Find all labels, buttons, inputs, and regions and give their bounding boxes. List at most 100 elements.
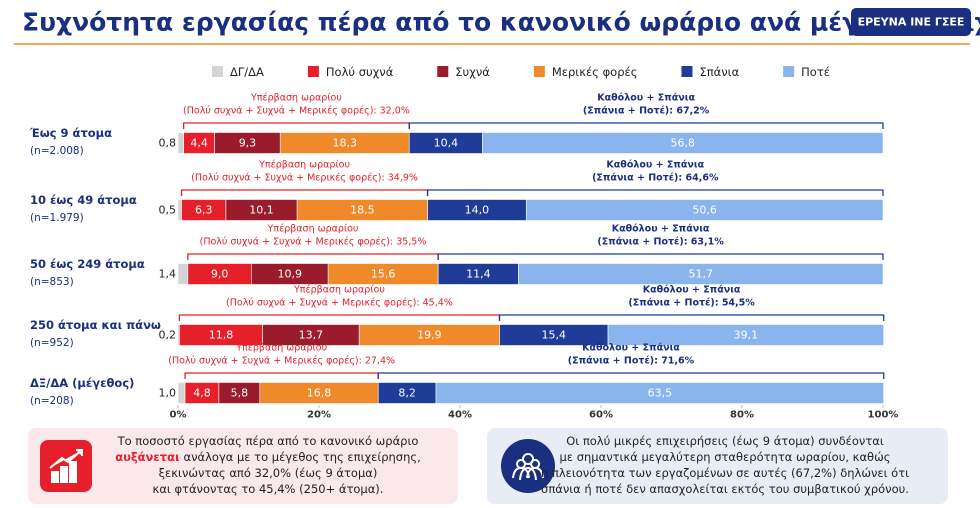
note-line: Το ποσοστό εργασίας πέρα από το κανονικό… [117,434,419,448]
value-label: 10,4 [434,137,459,150]
bracket-over [178,314,501,321]
value-label: 4,4 [190,137,208,150]
annotation: Καθόλου + Σπάνια [643,285,741,296]
bar-segment [482,132,884,154]
note-line: Οι πολύ μικρές επιχειρήσεις (έως 9 άτομα… [566,434,884,448]
icon-glyph [49,449,83,483]
bar-segment [177,132,184,154]
legend-label: Σπάνια [699,65,739,79]
note-text: ανάλογα με το μέγεθος της επιχείρησης, [184,450,421,464]
title: Συχνότητα εργασίας πέρα από το κανονικό … [22,8,980,37]
annotation: Υπέρβαση ωραρίου [235,343,327,354]
bracket-over [184,372,379,379]
value-label: 15,6 [371,268,396,281]
annotation: (Πολύ συχνά + Συχνά + Μερικές φορές): 45… [226,298,453,309]
annotation: (Πολύ συχνά + Συχνά + Μερικές φορές): 34… [191,173,418,184]
bracket-over [187,253,439,260]
sample-size: (n=208) [30,395,74,407]
annotation: Καθόλου + Σπάνια [606,160,704,171]
sample-size: (n=853) [30,276,74,288]
value-label: 0,2 [159,329,177,342]
bracket-over [182,122,410,129]
value-label: 0,8 [159,137,177,150]
legend-swatch [533,66,545,77]
annotation: Υπέρβαση ωραρίου [267,224,359,235]
category-label: Έως 9 άτομα [29,126,112,140]
value-label: 18,5 [350,204,375,217]
annotation: (Πολύ συχνά + Συχνά + Μερικές φορές): 32… [183,106,410,117]
bracket-under [437,253,884,260]
note-box [487,428,948,504]
value-label: 13,7 [299,329,324,342]
legend-label: Συχνά [455,65,490,79]
legend-swatch [437,66,449,77]
bracket-under [426,189,884,196]
annotation: Υπέρβαση ωραρίου [250,93,342,104]
note-line: και φτάνοντας το 45,4% (250+ άτομα). [153,482,384,496]
annotation: (Πολύ συχνά + Συχνά + Μερικές φορές): 35… [200,237,427,248]
value-label: 15,4 [542,329,567,342]
value-label: 10,9 [277,268,302,281]
bar-segment [177,263,189,285]
note-line: η πλειονότητα των εργαζομένων σε αυτές (… [541,466,909,480]
annotation: (Σπάνια + Ποτέ): 71,6% [568,356,695,367]
bracket-under [408,122,884,129]
value-label: 50,6 [692,204,717,217]
bar-segment [518,263,884,285]
bar-segment [177,382,186,404]
note-line: με σημαντικά μεγαλύτερη σταθερότητα ωραρ… [560,450,891,464]
bar-segment [177,199,182,221]
value-label: 56,8 [671,137,696,150]
annotation: Καθόλου + Σπάνια [582,343,680,354]
icon-glyph [512,453,544,481]
legend-label: Ποτέ [801,65,830,79]
x-tick-label: 100% [868,410,899,421]
x-tick-label: 60% [589,410,613,421]
note-line: σπάνια ή ποτέ δεν απασχολείται εκτός του… [541,482,909,496]
legend-swatch [307,66,319,77]
value-label: 6,3 [195,204,213,217]
bar-segment [435,382,885,404]
bracket-under [377,372,885,379]
value-label: 11,8 [209,329,234,342]
legend-swatch [212,66,223,77]
legend-label: ΔΓ/ΔΑ [230,65,264,79]
icon-people [501,439,555,493]
badge-text: ΕΡΕΥΝΑ ΙΝΕ ΓΣΕΕ [858,16,965,29]
value-label: 16,8 [307,387,332,400]
value-label: 5,8 [231,387,249,400]
bar-segment [607,324,885,346]
bracket-over [180,189,429,196]
annotation: (Σπάνια + Ποτέ): 64,6% [592,173,719,184]
legend-swatch [783,66,795,77]
note-emphasis: αυξάνεται [115,450,179,464]
category-label: 10 έως 49 άτομα [30,193,137,207]
x-tick-label: 80% [730,410,754,421]
value-label: 18,3 [332,137,357,150]
x-tick-label: 20% [307,410,331,421]
category-label: ΔΞ/ΔΑ (μέγεθος) [30,376,134,390]
bar-segment [525,199,884,221]
value-label: 9,3 [239,137,257,150]
value-label: 10,1 [249,204,274,217]
annotation: (Πολύ συχνά + Συχνά + Μερικές φορές): 27… [168,356,395,367]
annotation: Υπέρβαση ωραρίου [258,160,350,171]
value-label: 14,0 [465,204,490,217]
note-line: αυξάνεται ανάλογα με το μέγεθος της επιχε… [115,450,421,464]
badge [851,8,971,36]
sample-size: (n=2.008) [30,145,84,157]
bracket-under [498,314,885,321]
legend-swatch [681,66,693,77]
value-label: 1,0 [159,387,177,400]
value-label: 8,2 [398,387,416,400]
annotation: Καθόλου + Σπάνια [597,93,695,104]
value-label: 39,1 [734,329,759,342]
annotation: (Σπάνια + Ποτέ): 67,2% [583,106,710,117]
sample-size: (n=952) [30,337,74,349]
value-label: 11,4 [466,268,491,281]
value-label: 9,0 [211,268,229,281]
legend-label: Πολύ συχνά [326,65,394,79]
annotation: (Σπάνια + Ποτέ): 54,5% [628,298,755,309]
